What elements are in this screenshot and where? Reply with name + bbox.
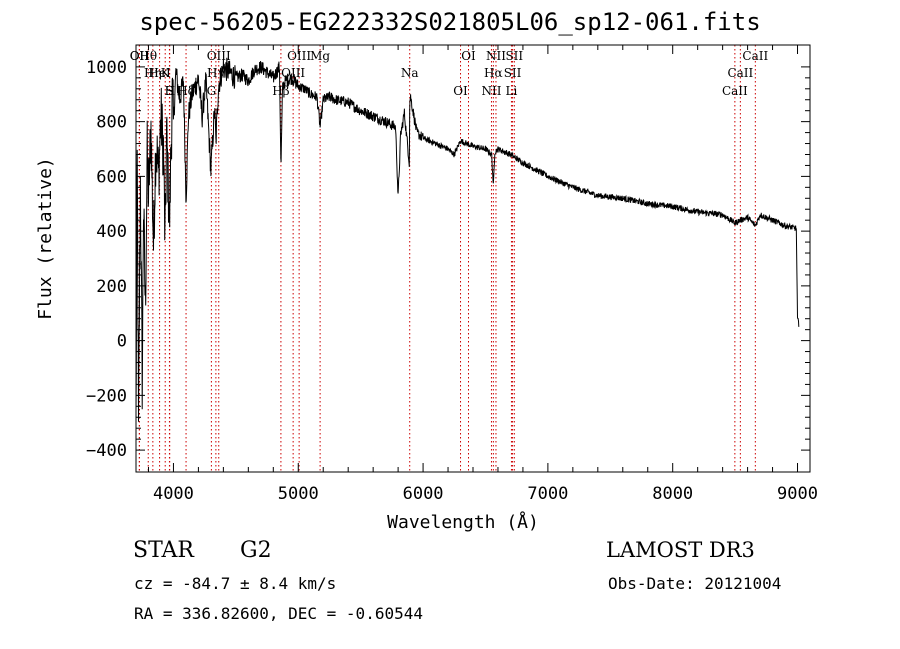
line-label: CaII	[742, 49, 768, 63]
plot-frame	[135, 44, 811, 473]
line-label: OII	[130, 49, 150, 63]
y-tick-label: 1000	[86, 58, 127, 78]
spectrum-line	[135, 57, 800, 422]
line-label: Hθ	[139, 49, 157, 63]
line-label: Hβ	[272, 84, 289, 98]
obs-date: Obs-Date: 20121004	[608, 574, 782, 593]
line-label: OIII	[207, 49, 231, 63]
line-label: K	[161, 66, 171, 80]
line-label: OII	[130, 49, 150, 63]
line-label: G	[207, 84, 217, 98]
line-label: Mg	[310, 49, 330, 63]
line-label: HeI	[148, 66, 171, 80]
y-tick-label: −200	[86, 386, 127, 406]
x-tick-label: 8000	[652, 484, 693, 504]
line-label: NII	[486, 49, 506, 63]
x-tick-label: 5000	[278, 484, 319, 504]
line-label: Hδ	[177, 84, 195, 98]
line-label: OI	[461, 49, 476, 63]
line-label: Na	[401, 66, 419, 80]
redshift-text: cz = -84.7 ± 8.4 km/s	[134, 574, 337, 593]
y-tick-label: 0	[117, 332, 127, 352]
x-axis-label: Wavelength (Å)	[387, 511, 539, 533]
line-label: OIII	[287, 49, 311, 63]
y-tick-label: 200	[96, 277, 127, 297]
line-label: Hα	[484, 66, 503, 80]
coordinates-text: RA = 336.82600, DEC = -0.60544	[134, 604, 423, 623]
line-label: CaII	[727, 66, 753, 80]
chart-title: spec-56205-EG222332S021805L06_sp12-061.f…	[139, 8, 761, 36]
line-label: Hη	[144, 66, 162, 80]
line-label: Hγ	[207, 66, 225, 80]
x-tick-label: 4000	[153, 484, 194, 504]
object-type: STAR	[133, 538, 194, 563]
y-axis-label: Flux (relative)	[35, 157, 56, 320]
x-tick-label: 9000	[777, 484, 818, 504]
x-tick-label: 6000	[403, 484, 444, 504]
y-tick-label: 400	[96, 222, 127, 242]
y-tick-label: 600	[96, 167, 127, 187]
line-label: OIII	[281, 66, 305, 80]
line-label: CaII	[722, 84, 748, 98]
survey-name: LAMOST DR3	[606, 538, 755, 562]
line-label: SII	[505, 49, 523, 63]
line-label: S	[165, 84, 173, 98]
line-label: Li	[506, 84, 518, 98]
y-tick-label: −400	[86, 441, 127, 461]
line-label: NII	[481, 84, 501, 98]
subclass: G2	[240, 538, 272, 563]
line-label: H	[164, 84, 174, 98]
line-label: OI	[453, 84, 468, 98]
x-tick-label: 7000	[527, 484, 568, 504]
line-label: SII	[504, 66, 522, 80]
y-tick-label: 800	[96, 113, 127, 133]
